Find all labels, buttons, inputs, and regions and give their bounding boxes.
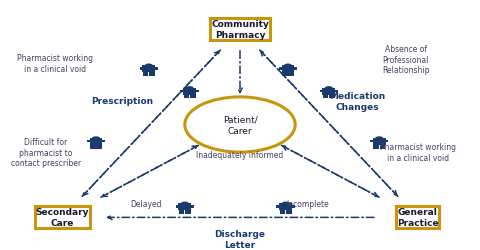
Text: Pharmacist working
in a clinical void: Pharmacist working in a clinical void bbox=[17, 54, 93, 74]
FancyBboxPatch shape bbox=[286, 210, 291, 214]
FancyBboxPatch shape bbox=[143, 72, 148, 76]
Text: Difficult for
pharmacist to
contact prescriber: Difficult for pharmacist to contact pres… bbox=[11, 137, 81, 168]
FancyBboxPatch shape bbox=[288, 72, 294, 76]
FancyBboxPatch shape bbox=[329, 94, 335, 99]
Text: Patient/
Carer: Patient/ Carer bbox=[223, 115, 257, 135]
Text: Community
Pharmacy: Community Pharmacy bbox=[211, 20, 269, 40]
FancyBboxPatch shape bbox=[280, 210, 285, 214]
Text: Absence of
Professional
Relationship: Absence of Professional Relationship bbox=[382, 45, 429, 75]
Text: Delayed: Delayed bbox=[131, 199, 162, 208]
Text: Discharge
Letter: Discharge Letter bbox=[215, 229, 265, 249]
Circle shape bbox=[284, 64, 292, 68]
FancyBboxPatch shape bbox=[184, 94, 189, 99]
FancyBboxPatch shape bbox=[140, 68, 158, 70]
FancyBboxPatch shape bbox=[183, 89, 196, 96]
Circle shape bbox=[185, 87, 194, 91]
Text: Pharmacist working
in a clinical void: Pharmacist working in a clinical void bbox=[380, 143, 456, 162]
FancyBboxPatch shape bbox=[185, 210, 191, 214]
Text: Inadequately informed: Inadequately informed bbox=[196, 150, 284, 160]
Ellipse shape bbox=[185, 98, 295, 152]
FancyBboxPatch shape bbox=[90, 139, 102, 145]
FancyBboxPatch shape bbox=[90, 144, 96, 149]
FancyBboxPatch shape bbox=[279, 68, 297, 70]
FancyBboxPatch shape bbox=[176, 206, 194, 208]
Circle shape bbox=[92, 137, 100, 141]
FancyBboxPatch shape bbox=[96, 144, 102, 149]
Text: Incomplete: Incomplete bbox=[286, 199, 329, 208]
FancyBboxPatch shape bbox=[149, 72, 155, 76]
Text: Prescription: Prescription bbox=[91, 97, 154, 106]
Text: Secondary
Care: Secondary Care bbox=[36, 208, 89, 228]
FancyBboxPatch shape bbox=[276, 206, 295, 208]
FancyBboxPatch shape bbox=[320, 90, 338, 93]
FancyBboxPatch shape bbox=[370, 140, 388, 143]
Circle shape bbox=[281, 202, 290, 206]
Text: General
Practice: General Practice bbox=[397, 208, 438, 228]
FancyBboxPatch shape bbox=[323, 89, 335, 96]
Circle shape bbox=[324, 87, 333, 91]
FancyBboxPatch shape bbox=[180, 90, 199, 93]
FancyBboxPatch shape bbox=[87, 140, 105, 143]
FancyBboxPatch shape bbox=[190, 94, 195, 99]
FancyBboxPatch shape bbox=[279, 204, 292, 210]
FancyBboxPatch shape bbox=[179, 210, 184, 214]
FancyBboxPatch shape bbox=[179, 204, 191, 210]
Circle shape bbox=[180, 202, 189, 206]
FancyBboxPatch shape bbox=[373, 139, 385, 145]
FancyBboxPatch shape bbox=[282, 66, 294, 73]
Circle shape bbox=[144, 64, 153, 68]
Text: Medication
Changes: Medication Changes bbox=[329, 91, 386, 111]
FancyBboxPatch shape bbox=[143, 66, 155, 73]
FancyBboxPatch shape bbox=[380, 144, 385, 149]
FancyBboxPatch shape bbox=[373, 144, 379, 149]
Circle shape bbox=[375, 137, 384, 141]
FancyBboxPatch shape bbox=[282, 72, 288, 76]
FancyBboxPatch shape bbox=[323, 94, 328, 99]
